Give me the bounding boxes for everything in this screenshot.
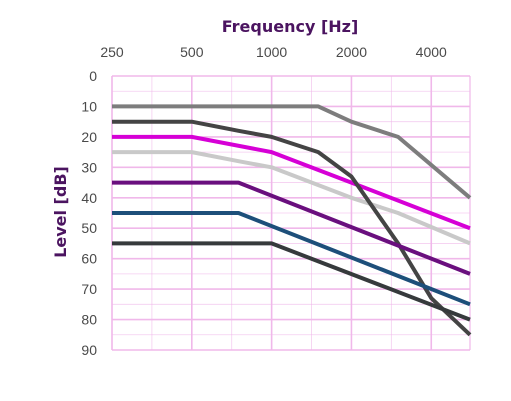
series-line-6 <box>112 211 471 307</box>
y-axis-ticks: 0 10 20 30 40 50 60 70 80 90 <box>81 68 97 358</box>
y-tick-label: 70 <box>81 281 97 297</box>
chart-series <box>112 104 472 337</box>
y-tick-label: 80 <box>81 312 97 328</box>
x-tick-label: 1000 <box>256 44 287 60</box>
y-axis-title: Level [dB] <box>51 166 70 258</box>
x-tick-label: 250 <box>100 44 124 60</box>
x-axis-title: Frequency [Hz] <box>222 17 359 36</box>
x-tick-label: 500 <box>180 44 204 60</box>
y-tick-label: 30 <box>81 159 97 175</box>
series-line-3 <box>112 134 471 231</box>
x-tick-label: 4000 <box>416 44 447 60</box>
y-tick-label: 20 <box>81 129 97 145</box>
x-axis-ticks: 250 500 1000 2000 4000 <box>100 44 447 60</box>
y-tick-label: 10 <box>81 98 97 114</box>
y-tick-label: 0 <box>89 68 97 84</box>
series-line-2 <box>112 150 471 246</box>
y-tick-label: 60 <box>81 251 97 267</box>
y-tick-label: 50 <box>81 220 97 236</box>
y-tick-label: 40 <box>81 190 97 206</box>
y-tick-label: 90 <box>81 342 97 358</box>
series-line-7 <box>112 241 471 322</box>
series-line-1 <box>112 104 472 200</box>
series-line-5 <box>112 180 471 276</box>
x-tick-label: 2000 <box>336 44 367 60</box>
series-line-4 <box>112 119 472 337</box>
